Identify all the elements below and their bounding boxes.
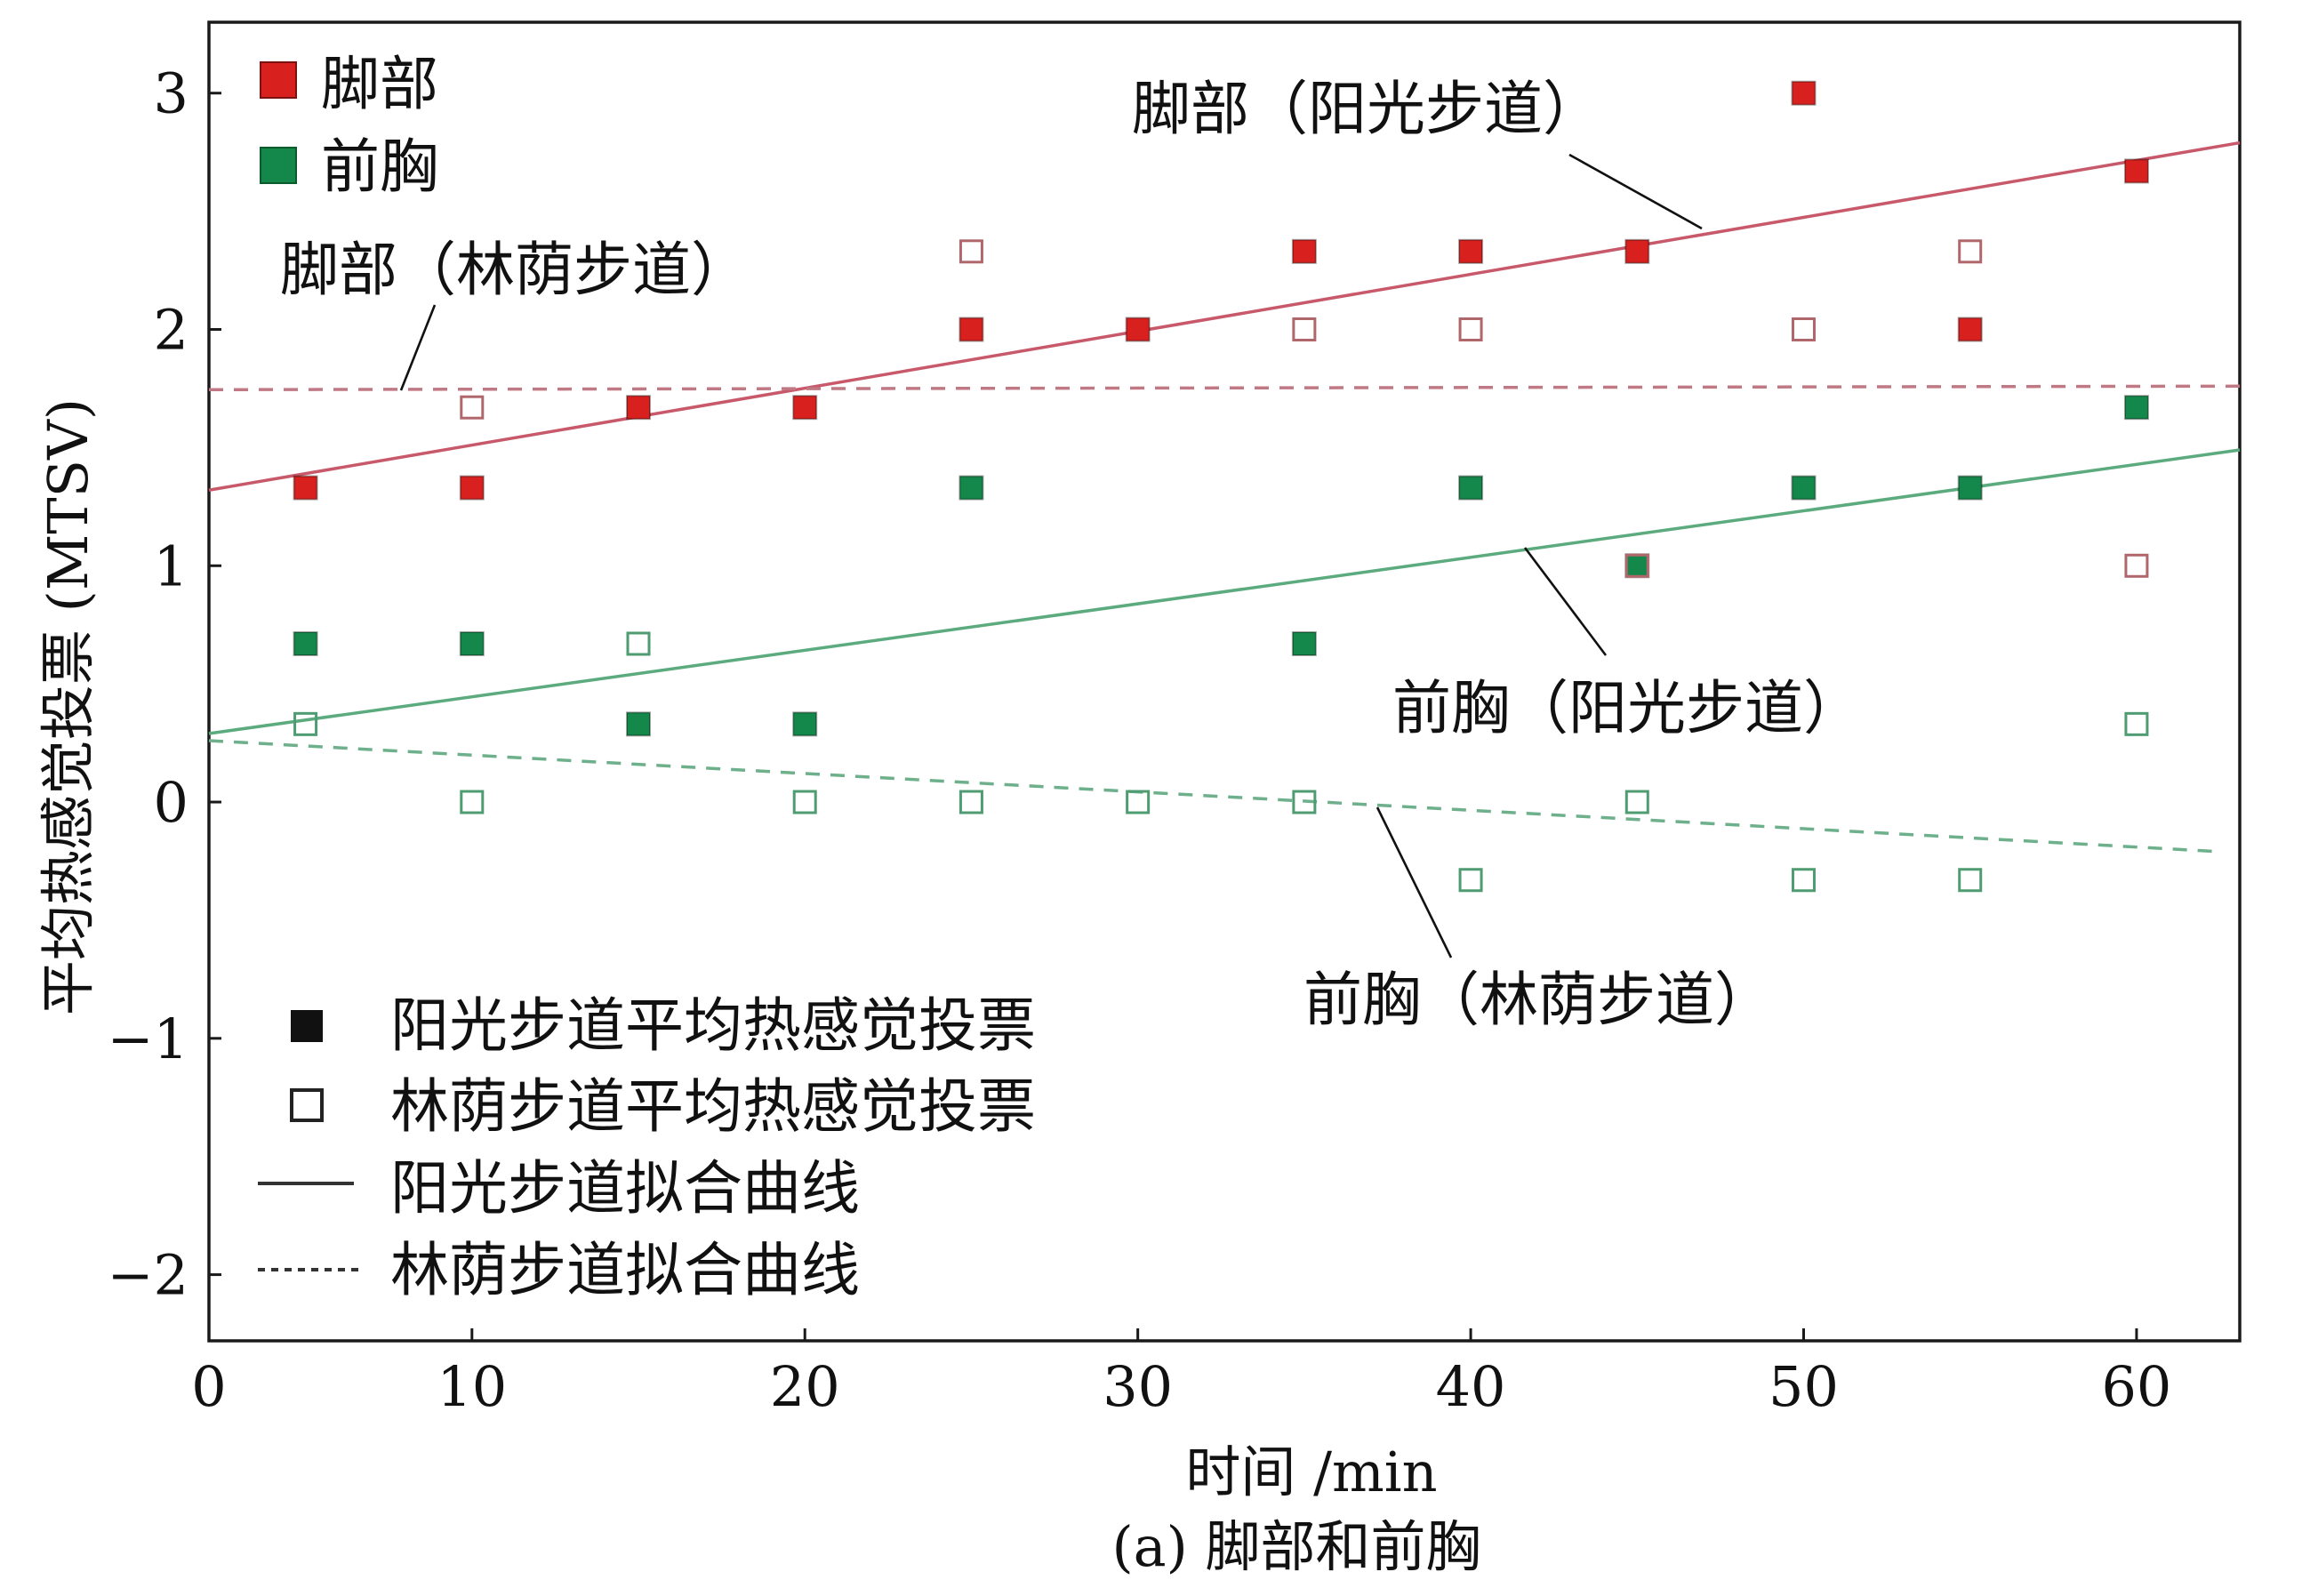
data-point-foot-sunny <box>626 395 652 421</box>
data-point-foot-sunny <box>1291 238 1317 264</box>
legend-label-foot: 脚部 <box>321 50 438 118</box>
legend-body-parts: 脚部 前胸 <box>260 50 438 201</box>
legend-label-chest: 前胸 <box>321 132 438 201</box>
data-point-chest-sunny <box>459 630 485 656</box>
y-tick-label: 2 <box>154 298 188 363</box>
data-point-chest-sunny <box>293 630 318 656</box>
leader-line-chest-sunny <box>1523 547 1608 656</box>
data-point-foot-sunny <box>459 475 485 501</box>
data-point-foot-sunny <box>1458 238 1484 264</box>
annotation-foot-sunny: 脚部（阳光步道） <box>1132 75 1601 143</box>
data-point-chest-shade <box>1624 790 1649 814</box>
y-tick-label: 3 <box>154 61 188 126</box>
x-tick-label: 20 <box>770 1354 840 1419</box>
legend-label-sunny-vote: 阳光步道平均热感觉投票 <box>390 991 1036 1060</box>
data-point-chest-shade <box>1792 868 1817 893</box>
data-point-foot-sunny <box>2123 158 2149 184</box>
annotations: 脚部（阳光步道） 脚部（林荫步道） 前胸（阳光步道） 前胸（林荫步道） <box>280 75 1862 1034</box>
y-tick-label: −1 <box>108 1007 188 1071</box>
data-point-chest-sunny <box>2123 395 2149 421</box>
y-tick-label: 1 <box>154 533 188 598</box>
x-tick-label: 50 <box>1769 1354 1839 1419</box>
annotation-chest-sunny: 前胸（阳光步道） <box>1392 674 1862 742</box>
data-point-chest-sunny <box>1291 630 1317 656</box>
data-point-chest-sunny <box>958 475 984 501</box>
x-tick-label: 40 <box>1436 1354 1506 1419</box>
legend-marker-filled <box>291 1010 323 1042</box>
data-point-chest-shade <box>1292 790 1317 814</box>
data-point-foot-sunny <box>1791 80 1817 106</box>
data-point-chest-shade <box>1958 868 1983 893</box>
y-tick-label: −2 <box>108 1243 188 1308</box>
x-tick-label: 60 <box>2101 1354 2171 1419</box>
legend-swatch-foot <box>260 61 297 99</box>
data-point-foot-shade <box>1958 239 1983 264</box>
legend-label-shade-vote: 林荫步道平均热感觉投票 <box>390 1072 1036 1141</box>
fit-lines <box>208 140 2241 854</box>
data-point-chest-shade <box>293 711 318 736</box>
data-point-foot-sunny <box>1125 317 1151 342</box>
data-point-chest-shade <box>626 631 651 656</box>
legend-styles: 阳光步道平均热感觉投票 林荫步道平均热感觉投票 阳光步道拟合曲线 林荫步道拟合曲… <box>258 991 1036 1304</box>
x-axis-title: 时间 /min <box>1185 1440 1437 1504</box>
y-axis-title: 平均热感觉投票 (MTSV) <box>36 398 100 1015</box>
data-point-foot-shade <box>2124 553 2149 578</box>
data-point-chest-shade <box>460 790 485 814</box>
legend-swatch-chest <box>260 147 297 184</box>
legend-marker-hollow <box>290 1088 324 1122</box>
leader-line-chest-shade <box>1376 806 1453 958</box>
data-point-chest-sunny <box>1458 475 1484 501</box>
data-point-foot-shade <box>460 395 485 420</box>
data-point-chest-shade <box>792 790 817 814</box>
fit-line-foot-shade <box>208 384 2241 392</box>
data-point-chest-sunny <box>1957 475 1983 501</box>
data-point-foot-shade <box>1624 553 1649 578</box>
x-tick-label: 30 <box>1103 1354 1173 1419</box>
annotation-foot-shade: 脚部（林荫步道） <box>280 236 750 304</box>
fit-line-chest-sunny <box>208 448 2241 735</box>
x-tick-label: 10 <box>437 1354 507 1419</box>
x-tick-label: 0 <box>191 1354 226 1419</box>
data-point-foot-shade <box>958 239 983 264</box>
leader-line-foot-sunny <box>1568 153 1703 230</box>
data-points <box>293 80 2149 893</box>
legend-label-shade-fit: 林荫步道拟合曲线 <box>390 1236 860 1304</box>
data-point-foot-sunny <box>792 395 818 421</box>
y-tick-label: 0 <box>154 770 188 835</box>
data-point-foot-sunny <box>293 475 318 501</box>
data-point-chest-shade <box>1126 790 1151 814</box>
figure-caption: (a) 脚部和前胸 <box>1111 1514 1480 1579</box>
data-point-chest-sunny <box>626 711 652 737</box>
data-point-foot-sunny <box>1957 317 1983 342</box>
data-point-foot-shade <box>1292 317 1317 342</box>
data-point-foot-sunny <box>1624 238 1650 264</box>
data-point-chest-shade <box>958 790 983 814</box>
data-point-foot-sunny <box>958 317 984 342</box>
plot-frame <box>207 20 2242 1343</box>
fit-line-chest-shade <box>208 739 2220 854</box>
legend-label-sunny-fit: 阳光步道拟合曲线 <box>390 1154 860 1223</box>
data-point-foot-shade <box>1792 317 1817 342</box>
data-point-chest-sunny <box>1624 553 1650 579</box>
data-point-chest-sunny <box>1791 475 1817 501</box>
fit-line-foot-sunny <box>208 140 2241 492</box>
data-point-chest-shade <box>2124 711 2149 736</box>
data-point-chest-shade <box>1458 868 1483 893</box>
data-point-chest-sunny <box>792 711 818 737</box>
data-point-foot-shade <box>1458 317 1483 342</box>
annotation-chest-shade: 前胸（林荫步道） <box>1303 966 1773 1034</box>
leader-line-foot-shade <box>399 304 437 391</box>
